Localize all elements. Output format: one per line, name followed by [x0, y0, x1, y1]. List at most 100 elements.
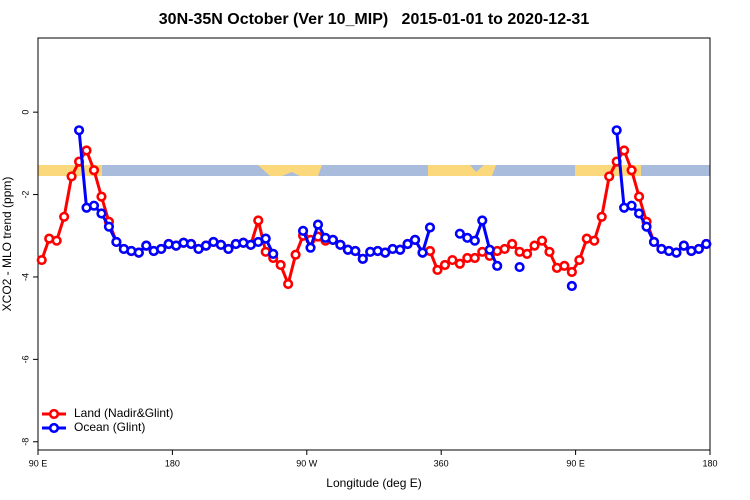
data-point — [297, 225, 309, 236]
data-point — [633, 191, 645, 202]
data-point — [223, 243, 234, 255]
data-point — [156, 243, 167, 255]
data-point — [454, 258, 465, 269]
data-point — [454, 228, 465, 239]
data-point — [290, 249, 301, 260]
land-strip — [575, 165, 641, 176]
data-point — [81, 145, 92, 156]
data-point — [701, 238, 712, 250]
data-point — [66, 171, 77, 182]
data-point — [671, 247, 682, 258]
data-point — [469, 235, 480, 246]
data-point — [648, 236, 660, 248]
data-point — [200, 240, 212, 251]
data-point — [514, 261, 525, 273]
data-point — [521, 248, 533, 259]
data-point — [268, 248, 279, 259]
data-point — [432, 264, 443, 276]
land-strip — [258, 165, 322, 176]
y-tick-label: -8 — [20, 438, 30, 446]
x-axis-label: Longitude (deg E) — [326, 476, 421, 490]
data-point — [566, 266, 577, 278]
data-point — [36, 254, 47, 266]
data-point — [596, 211, 607, 222]
legend-marker — [48, 408, 60, 420]
data-point — [536, 235, 548, 246]
data-point — [73, 125, 85, 136]
legend: Land (Nadir&Glint)Ocean (Glint) — [42, 406, 173, 434]
data-point — [103, 221, 115, 232]
ocean-strip — [38, 165, 710, 176]
data-point — [335, 239, 346, 250]
data-point — [253, 215, 264, 226]
data-point — [604, 171, 615, 182]
data-point — [492, 260, 503, 271]
data-point — [380, 247, 391, 258]
y-tick-label: -6 — [20, 355, 30, 363]
data-point — [611, 125, 622, 136]
data-point — [283, 278, 294, 290]
data-point — [477, 215, 488, 226]
data-point — [111, 236, 122, 248]
data-point — [59, 211, 70, 222]
y-tick-label: -2 — [20, 191, 30, 199]
data-point — [312, 219, 324, 230]
data-point — [96, 191, 107, 202]
y-tick-label: 0 — [20, 110, 30, 115]
data-point — [566, 280, 577, 292]
data-point — [626, 165, 637, 176]
data-point — [693, 243, 704, 255]
y-tick-label: -4 — [20, 273, 30, 281]
data-point — [305, 242, 316, 253]
data-point — [357, 253, 368, 264]
data-point — [260, 233, 271, 244]
data-point — [678, 240, 689, 251]
data-point — [424, 222, 436, 233]
data-point — [544, 246, 555, 257]
y-axis-label: XCO2 - MLO trend (ppm) — [0, 177, 14, 312]
data-point — [626, 200, 637, 211]
data-point — [88, 165, 100, 176]
data-point — [417, 247, 428, 258]
data-point — [402, 238, 413, 250]
data-point — [619, 145, 630, 156]
data-point — [96, 208, 107, 219]
chart-title: 30N-35N October (Ver 10_MIP) 2015-01-01 … — [159, 11, 590, 28]
data-point — [507, 238, 518, 250]
data-point — [141, 240, 152, 251]
data-point — [559, 260, 570, 271]
data-point — [447, 254, 458, 266]
x-tick-label: 90 E — [29, 458, 48, 468]
data-point — [469, 252, 480, 264]
data-point — [589, 235, 600, 246]
legend-label: Ocean (Glint) — [74, 420, 145, 434]
data-point — [633, 208, 645, 219]
surface-mask — [38, 165, 710, 176]
data-point — [350, 245, 361, 257]
legend-label: Land (Nadir&Glint) — [74, 406, 173, 420]
data-point — [499, 243, 510, 255]
land-strip — [38, 165, 102, 176]
data-point — [51, 235, 62, 246]
legend-marker — [48, 422, 60, 434]
x-tick-label: 180 — [702, 458, 717, 468]
data-point — [275, 259, 286, 271]
x-tick-label: 180 — [165, 458, 180, 468]
data-point — [641, 221, 652, 232]
data-point — [88, 200, 100, 211]
data-point — [574, 254, 585, 266]
data-point — [185, 238, 197, 250]
data-point — [327, 234, 339, 245]
data-point — [439, 259, 451, 271]
x-tick-label: 90 E — [566, 458, 585, 468]
data-point — [409, 234, 421, 245]
data-point — [529, 240, 540, 251]
land-strip — [428, 165, 496, 176]
x-tick-label: 360 — [434, 458, 449, 468]
data-point — [215, 239, 227, 250]
data-point — [395, 244, 406, 255]
data-point — [133, 247, 144, 258]
data-point — [484, 244, 495, 255]
x-tick-label: 90 W — [296, 458, 318, 468]
